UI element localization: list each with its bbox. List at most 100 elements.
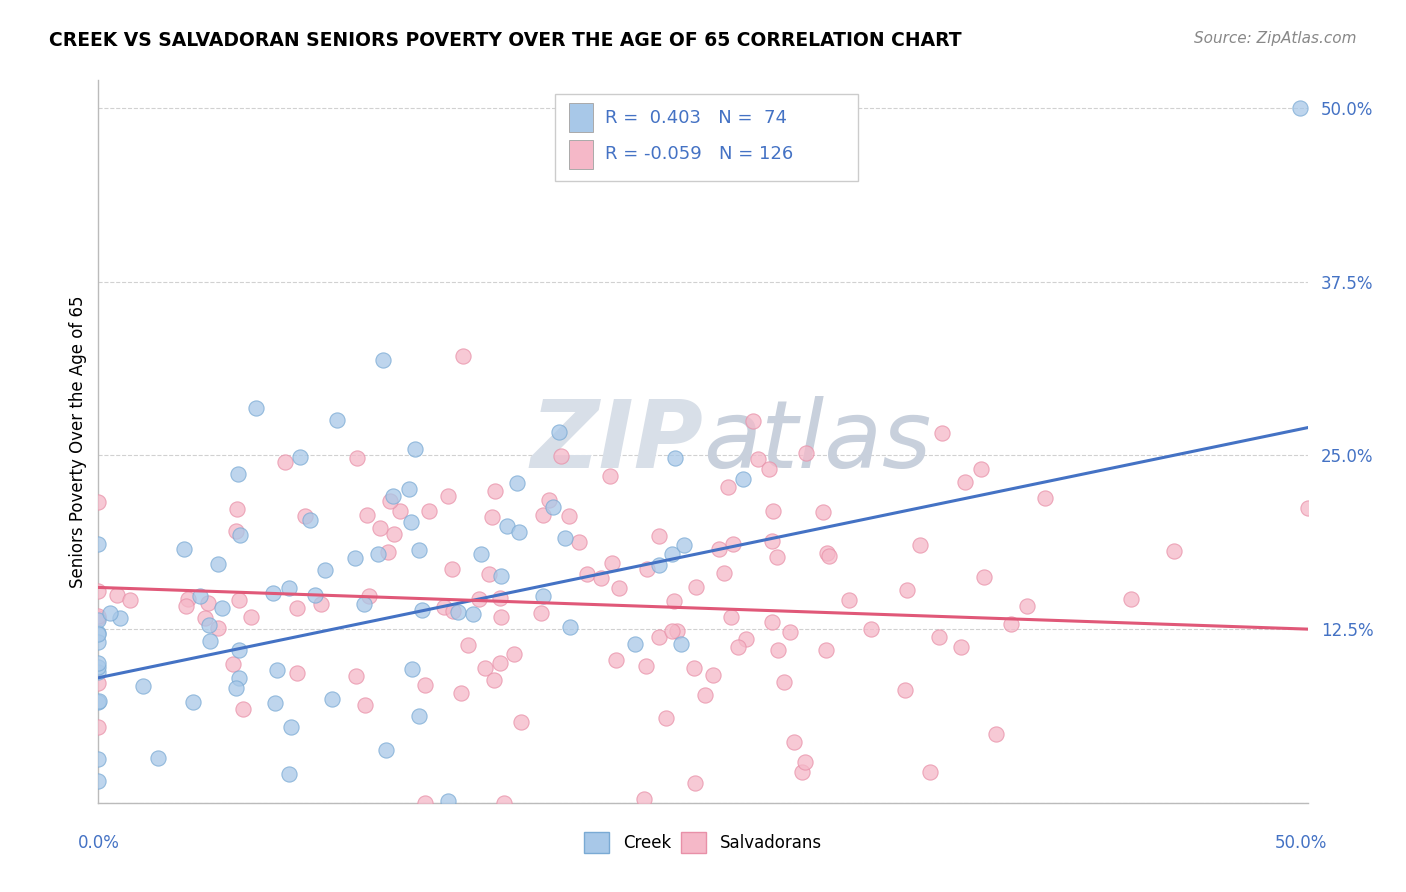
Point: [173, 541, 195, 556]
Point: [716, 480, 738, 494]
Point: [747, 452, 769, 467]
Point: [860, 622, 883, 636]
Point: [1289, 101, 1312, 115]
Point: [263, 696, 285, 710]
Point: [108, 611, 131, 625]
Point: [401, 662, 423, 676]
Point: [207, 557, 229, 571]
Point: [661, 547, 683, 561]
Point: [228, 592, 250, 607]
Point: [225, 524, 247, 538]
Point: [636, 562, 658, 576]
Point: [388, 504, 411, 518]
Point: [928, 630, 950, 644]
Point: [357, 589, 380, 603]
Point: [87, 611, 110, 625]
Point: [817, 549, 839, 564]
Point: [1000, 616, 1022, 631]
Point: [87, 627, 110, 641]
Point: [683, 776, 706, 790]
Point: [669, 637, 692, 651]
Point: [560, 620, 582, 634]
Point: [489, 610, 512, 624]
Point: [288, 450, 311, 464]
Point: [648, 630, 671, 644]
Point: [441, 604, 464, 618]
Point: [793, 755, 815, 769]
Point: [404, 442, 426, 456]
Point: [558, 509, 581, 524]
Point: [440, 562, 463, 576]
Point: [1119, 592, 1142, 607]
Point: [87, 665, 110, 679]
Point: [374, 743, 396, 757]
Point: [314, 563, 336, 577]
Point: [87, 751, 110, 765]
Point: [321, 692, 343, 706]
Point: [346, 451, 368, 466]
Point: [87, 656, 110, 670]
Text: R =  0.403   N =  74: R = 0.403 N = 74: [605, 109, 786, 127]
Point: [489, 591, 512, 605]
Point: [713, 566, 735, 581]
Point: [838, 592, 860, 607]
Point: [87, 635, 110, 649]
Point: [721, 537, 744, 551]
Point: [299, 513, 322, 527]
Point: [433, 599, 456, 614]
Point: [382, 527, 405, 541]
Point: [408, 709, 430, 723]
Point: [408, 543, 430, 558]
Point: [194, 610, 217, 624]
Point: [278, 582, 301, 596]
Point: [794, 445, 817, 459]
Point: [762, 503, 785, 517]
Point: [508, 525, 530, 540]
Point: [506, 476, 529, 491]
Point: [772, 675, 794, 690]
Point: [509, 715, 531, 730]
Point: [1296, 501, 1319, 516]
Point: [496, 518, 519, 533]
Point: [529, 606, 551, 620]
Point: [727, 640, 749, 655]
Text: ZIP: ZIP: [530, 395, 703, 488]
Point: [655, 711, 678, 725]
Point: [470, 547, 492, 561]
Point: [973, 570, 995, 584]
Point: [918, 764, 941, 779]
Point: [599, 469, 621, 483]
Point: [661, 624, 683, 639]
Point: [311, 597, 333, 611]
Point: [226, 467, 249, 482]
Point: [239, 610, 262, 624]
Text: CREEK VS SALVADORAN SENIORS POVERTY OVER THE AGE OF 65 CORRELATION CHART: CREEK VS SALVADORAN SENIORS POVERTY OVER…: [49, 31, 962, 50]
Point: [198, 618, 221, 632]
Point: [354, 698, 377, 712]
Point: [367, 547, 389, 561]
Point: [353, 597, 375, 611]
Point: [478, 566, 501, 581]
Point: [896, 583, 918, 598]
Point: [437, 489, 460, 503]
Point: [648, 529, 671, 543]
Point: [492, 796, 515, 810]
Point: [741, 414, 763, 428]
Point: [181, 695, 204, 709]
Point: [554, 531, 576, 545]
Point: [488, 656, 510, 670]
Point: [294, 509, 316, 524]
Point: [188, 589, 211, 603]
Point: [278, 766, 301, 780]
Point: [146, 751, 169, 765]
Point: [531, 589, 554, 603]
Point: [285, 600, 308, 615]
Point: [908, 538, 931, 552]
Point: [720, 609, 742, 624]
Point: [87, 659, 110, 673]
Point: [568, 534, 591, 549]
Point: [262, 586, 284, 600]
Point: [931, 426, 953, 441]
Point: [457, 638, 479, 652]
Text: 0.0%: 0.0%: [77, 834, 120, 852]
